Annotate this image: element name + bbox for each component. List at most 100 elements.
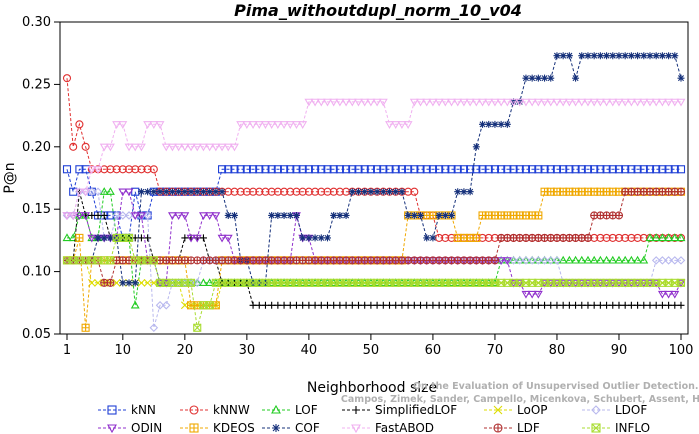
point-COF-47 (348, 188, 356, 196)
point-ODIN-98 (664, 290, 674, 299)
x-tick-label: 80 (549, 343, 566, 358)
point-FastABOD-84 (577, 98, 587, 107)
point-kNNW-93 (633, 233, 642, 242)
legend-marker-LOF (271, 404, 281, 414)
point-FastABOD-36 (279, 121, 289, 129)
legend-label: SimplifiedLOF (375, 403, 457, 417)
point-COF-95 (646, 52, 654, 60)
y-tick-label: 0.30 (22, 15, 51, 30)
point-kNNW-87 (596, 233, 605, 242)
point-LoOP-13 (137, 278, 146, 287)
point-kNN-70 (490, 165, 499, 174)
series-line-LDF (67, 191, 681, 284)
point-kNN-94 (639, 165, 648, 174)
point-kNNW-8 (106, 165, 115, 174)
point-LDOF-14 (143, 211, 152, 220)
point-SimplifiedLOF-20 (181, 234, 189, 242)
point-ODIN-26 (217, 234, 227, 243)
point-LDOF-97 (658, 256, 667, 265)
point-COF-10 (119, 279, 127, 287)
point-kNNW-36 (280, 187, 289, 196)
point-kNNW-35 (273, 187, 282, 196)
point-COF-45 (336, 211, 344, 219)
point-kNN-71 (497, 165, 506, 174)
point-kNN-28 (230, 165, 239, 174)
point-ODIN-73 (509, 279, 518, 288)
legend-marker-KDEOS (189, 423, 199, 433)
point-FastABOD-55 (397, 121, 407, 129)
point-ODIN-72 (502, 257, 512, 265)
point-SimplifiedLOF-36 (280, 301, 288, 309)
point-kNN-78 (540, 165, 549, 174)
point-kNNW-4 (81, 142, 90, 151)
point-COF-34 (268, 211, 276, 219)
point-LDOF-5 (87, 187, 97, 197)
point-kNN-100 (676, 165, 686, 174)
point-COF-44 (330, 211, 338, 219)
point-kNN-37 (286, 165, 295, 174)
point-SimplifiedLOF-87 (596, 301, 604, 309)
point-COF-68 (479, 120, 487, 128)
legend-item-INFLO: INFLO (582, 421, 650, 434)
y-axis: 0.05 0.10 0.15 0.20 0.25 0.30 (22, 15, 60, 342)
point-COF-89 (609, 52, 617, 60)
point-FastABOD-78 (540, 98, 550, 107)
point-FastABOD-7 (99, 143, 109, 152)
point-kNNW-34 (267, 187, 276, 196)
point-kNN-3 (75, 165, 84, 174)
legend-label: INFLO (615, 421, 650, 434)
point-FastABOD-16 (155, 121, 165, 129)
point-COF-39 (299, 234, 307, 242)
point-SimplifiedLOF-57 (410, 301, 418, 309)
legend-item-LOF: LOF (262, 403, 318, 417)
point-FastABOD-42 (316, 98, 326, 107)
x-tick-label: 100 (669, 343, 694, 358)
point-kNN-44 (329, 165, 338, 174)
point-SimplifiedLOF-35 (274, 301, 282, 309)
point-kNN-32 (255, 165, 264, 174)
x-axis: 1 10 20 30 40 50 60 70 80 90 100 (63, 334, 694, 358)
point-SimplifiedLOF-69 (485, 301, 493, 309)
point-LDOF-79 (546, 256, 556, 265)
point-COF-67 (472, 143, 480, 151)
point-COF-85 (584, 52, 592, 60)
point-kNN-73 (509, 165, 518, 174)
series-INFLO (62, 233, 686, 332)
point-FastABOD-41 (310, 98, 320, 107)
series-line-SimplifiedLOF (67, 191, 681, 306)
point-kNNW-15 (149, 165, 158, 174)
point-COF-21 (187, 188, 195, 196)
point-LOF-88 (602, 255, 612, 264)
legend-label: LoOP (517, 403, 548, 417)
point-kNN-88 (602, 165, 611, 174)
point-FastABOD-14 (143, 121, 153, 129)
point-LOF-97 (657, 233, 667, 242)
point-COF-90 (615, 52, 623, 60)
point-FastABOD-26 (217, 143, 227, 152)
point-FastABOD-100 (676, 98, 686, 107)
point-kNNW-30 (242, 187, 251, 196)
legend-item-FastABOD: FastABOD (342, 421, 434, 434)
point-LDF-70 (490, 256, 499, 265)
point-kNN-52 (379, 165, 388, 174)
point-COF-41 (311, 234, 319, 242)
point-kNNW-42 (317, 187, 326, 196)
point-SimplifiedLOF-84 (578, 301, 586, 309)
point-COF-93 (634, 52, 642, 60)
point-SimplifiedLOF-73 (510, 301, 518, 309)
point-SimplifiedLOF-86 (590, 301, 598, 309)
point-kNN-68 (478, 165, 487, 174)
point-ODIN-97 (657, 290, 667, 299)
point-ODIN-99 (670, 290, 680, 299)
point-kNN-65 (459, 165, 468, 174)
point-kNNW-57 (410, 187, 419, 196)
point-SimplifiedLOF-31 (249, 301, 257, 309)
point-COF-22 (193, 188, 201, 196)
point-LDOF-6 (93, 187, 103, 197)
point-FastABOD-53 (385, 121, 394, 129)
point-SimplifiedLOF-23 (199, 234, 207, 242)
point-FastABOD-27 (223, 143, 233, 152)
point-COF-86 (590, 52, 598, 60)
legend-marker-LDF (493, 423, 503, 433)
